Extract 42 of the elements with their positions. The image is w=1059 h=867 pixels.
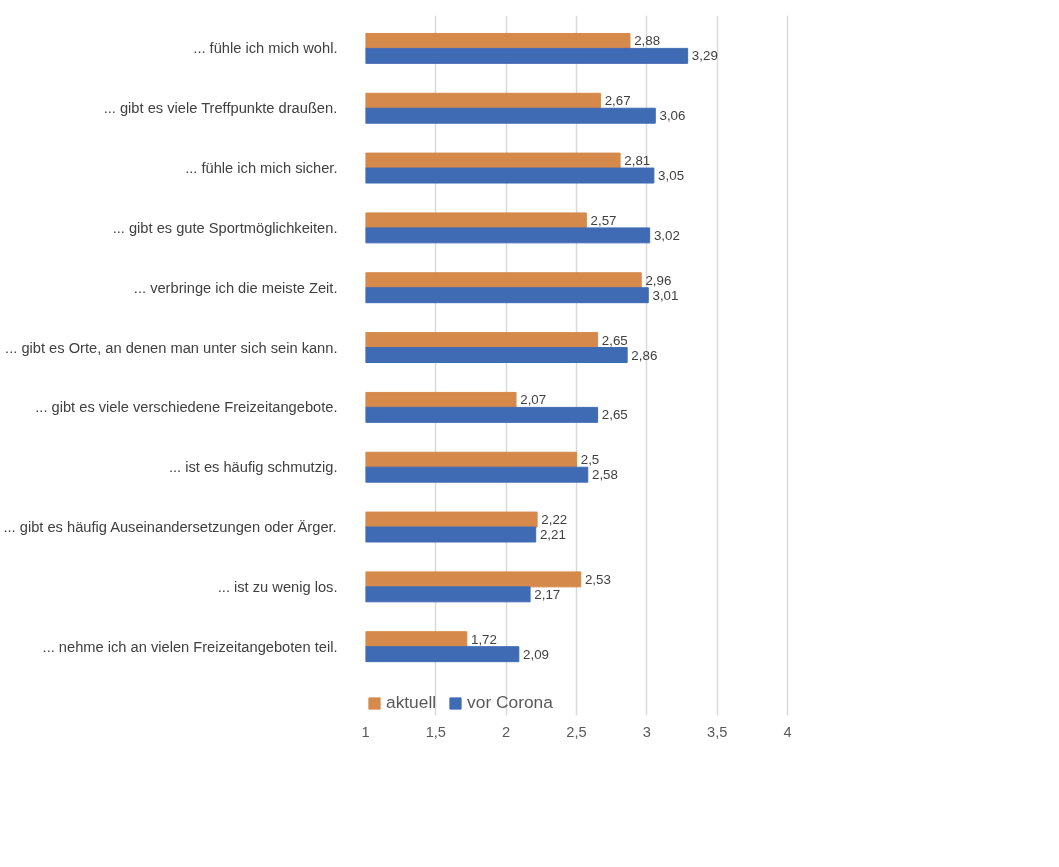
data-label: 2,57 — [590, 212, 617, 228]
data-label: 3,05 — [658, 168, 685, 184]
y-tick-label: ... nehme ich an vielen Freizeitangeboten teil. — [42, 638, 338, 655]
data-label: 2,21 — [539, 527, 566, 543]
legend-label: aktuell — [386, 692, 437, 713]
data-label: 2,81 — [624, 153, 651, 169]
data-label: 1,72 — [471, 631, 497, 647]
y-tick-label: ... gibt es viele verschiedene Freizeitangebote. — [35, 399, 338, 416]
data-label: 2,22 — [541, 512, 568, 528]
x-tick-label: 1,5 — [425, 723, 447, 740]
data-label: 2,5 — [580, 452, 600, 468]
y-tick-label: ... ist zu wenig los. — [217, 578, 338, 595]
y-tick-label: ... fühle ich mich wohl. — [193, 40, 338, 57]
data-label: 3,02 — [653, 227, 680, 243]
x-tick-label: 4 — [783, 723, 792, 740]
data-label: 3,29 — [691, 48, 718, 64]
data-label: 2,96 — [645, 272, 672, 288]
y-tick-label: ... fühle ich mich sicher. — [185, 160, 338, 177]
legend-label: vor Corona — [467, 692, 553, 713]
data-label: 2,53 — [584, 571, 611, 587]
data-label: 2,17 — [534, 586, 561, 602]
data-label: 2,65 — [601, 407, 628, 423]
y-tick-label: ... verbringe ich die meiste Zeit. — [133, 279, 338, 296]
y-tick-label: ... gibt es viele Treffpunkte draußen. — [103, 100, 338, 117]
x-tick-label: 3,5 — [706, 723, 728, 740]
data-label: 3,01 — [652, 287, 679, 303]
data-label: 2,67 — [604, 93, 631, 109]
data-label: 2,07 — [520, 392, 547, 408]
data-label: 2,65 — [601, 332, 628, 348]
x-tick-label: 2 — [502, 723, 511, 740]
y-tick-label: ... gibt es gute Sportmöglichkeiten. — [112, 219, 338, 236]
y-tick-label: ... ist es häufig schmutzig. — [168, 459, 338, 476]
data-label: 2,58 — [591, 467, 618, 483]
data-label: 2,88 — [634, 33, 661, 49]
x-tick-label: 1 — [361, 723, 370, 740]
data-label: 2,09 — [523, 646, 550, 662]
data-label: 2,86 — [631, 347, 658, 363]
y-tick-label: ... gibt es häufig Auseinandersetzungen oder Ärger. — [3, 519, 337, 536]
x-tick-label: 2,5 — [566, 723, 587, 740]
data-label: 3,06 — [659, 108, 686, 124]
y-tick-label: ... gibt es Orte, an denen man unter sich sein kann. — [5, 339, 338, 356]
x-tick-label: 3 — [642, 723, 651, 740]
